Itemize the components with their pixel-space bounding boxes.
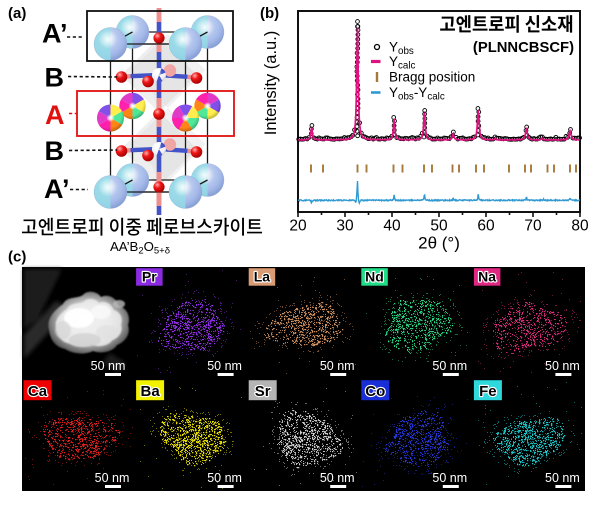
svg-text:B: B <box>45 63 65 93</box>
svg-text:30: 30 <box>336 218 354 235</box>
svg-text:La: La <box>254 269 271 285</box>
svg-text:40: 40 <box>383 218 401 235</box>
svg-text:2θ (°): 2θ (°) <box>418 234 460 253</box>
svg-text:Ba: Ba <box>141 383 161 400</box>
svg-text:Sr: Sr <box>255 383 271 400</box>
svg-text:(b): (b) <box>260 5 279 22</box>
svg-text:50 nm: 50 nm <box>95 471 130 485</box>
svg-text:50 nm: 50 nm <box>91 359 126 373</box>
svg-text:60: 60 <box>477 218 495 235</box>
svg-text:50 nm: 50 nm <box>320 359 355 373</box>
svg-text:50 nm: 50 nm <box>545 471 580 485</box>
svg-text:(a): (a) <box>8 5 26 22</box>
svg-text:Fe: Fe <box>479 383 497 400</box>
svg-text:Yobs-Ycalc: Yobs-Ycalc <box>389 85 445 103</box>
svg-text:Bragg position: Bragg position <box>389 70 475 85</box>
svg-text:50: 50 <box>430 218 448 235</box>
svg-text:Co: Co <box>365 383 385 400</box>
svg-text:Pr: Pr <box>142 269 157 285</box>
svg-text:A: A <box>45 100 65 130</box>
svg-text:50 nm: 50 nm <box>545 359 580 373</box>
svg-text:Na: Na <box>478 269 496 285</box>
svg-text:Ca: Ca <box>28 383 48 400</box>
svg-text:(c): (c) <box>8 249 26 266</box>
svg-text:AA’B2O5+δ: AA’B2O5+δ <box>110 239 170 257</box>
svg-text:20: 20 <box>289 218 307 235</box>
svg-text:50 nm: 50 nm <box>207 359 242 373</box>
svg-text:B: B <box>45 136 65 166</box>
svg-text:Nd: Nd <box>365 269 384 285</box>
svg-text:A’: A’ <box>42 19 68 49</box>
svg-text:80: 80 <box>571 218 589 235</box>
svg-text:50 nm: 50 nm <box>432 359 467 373</box>
svg-text:50 nm: 50 nm <box>320 471 355 485</box>
svg-text:(PLNNCBSCF): (PLNNCBSCF) <box>473 40 574 56</box>
svg-text:50 nm: 50 nm <box>432 471 467 485</box>
svg-text:Intensity (a.u.): Intensity (a.u.) <box>262 31 280 136</box>
svg-text:A’: A’ <box>44 174 70 204</box>
svg-text:50 nm: 50 nm <box>207 471 242 485</box>
svg-text:70: 70 <box>524 218 542 235</box>
